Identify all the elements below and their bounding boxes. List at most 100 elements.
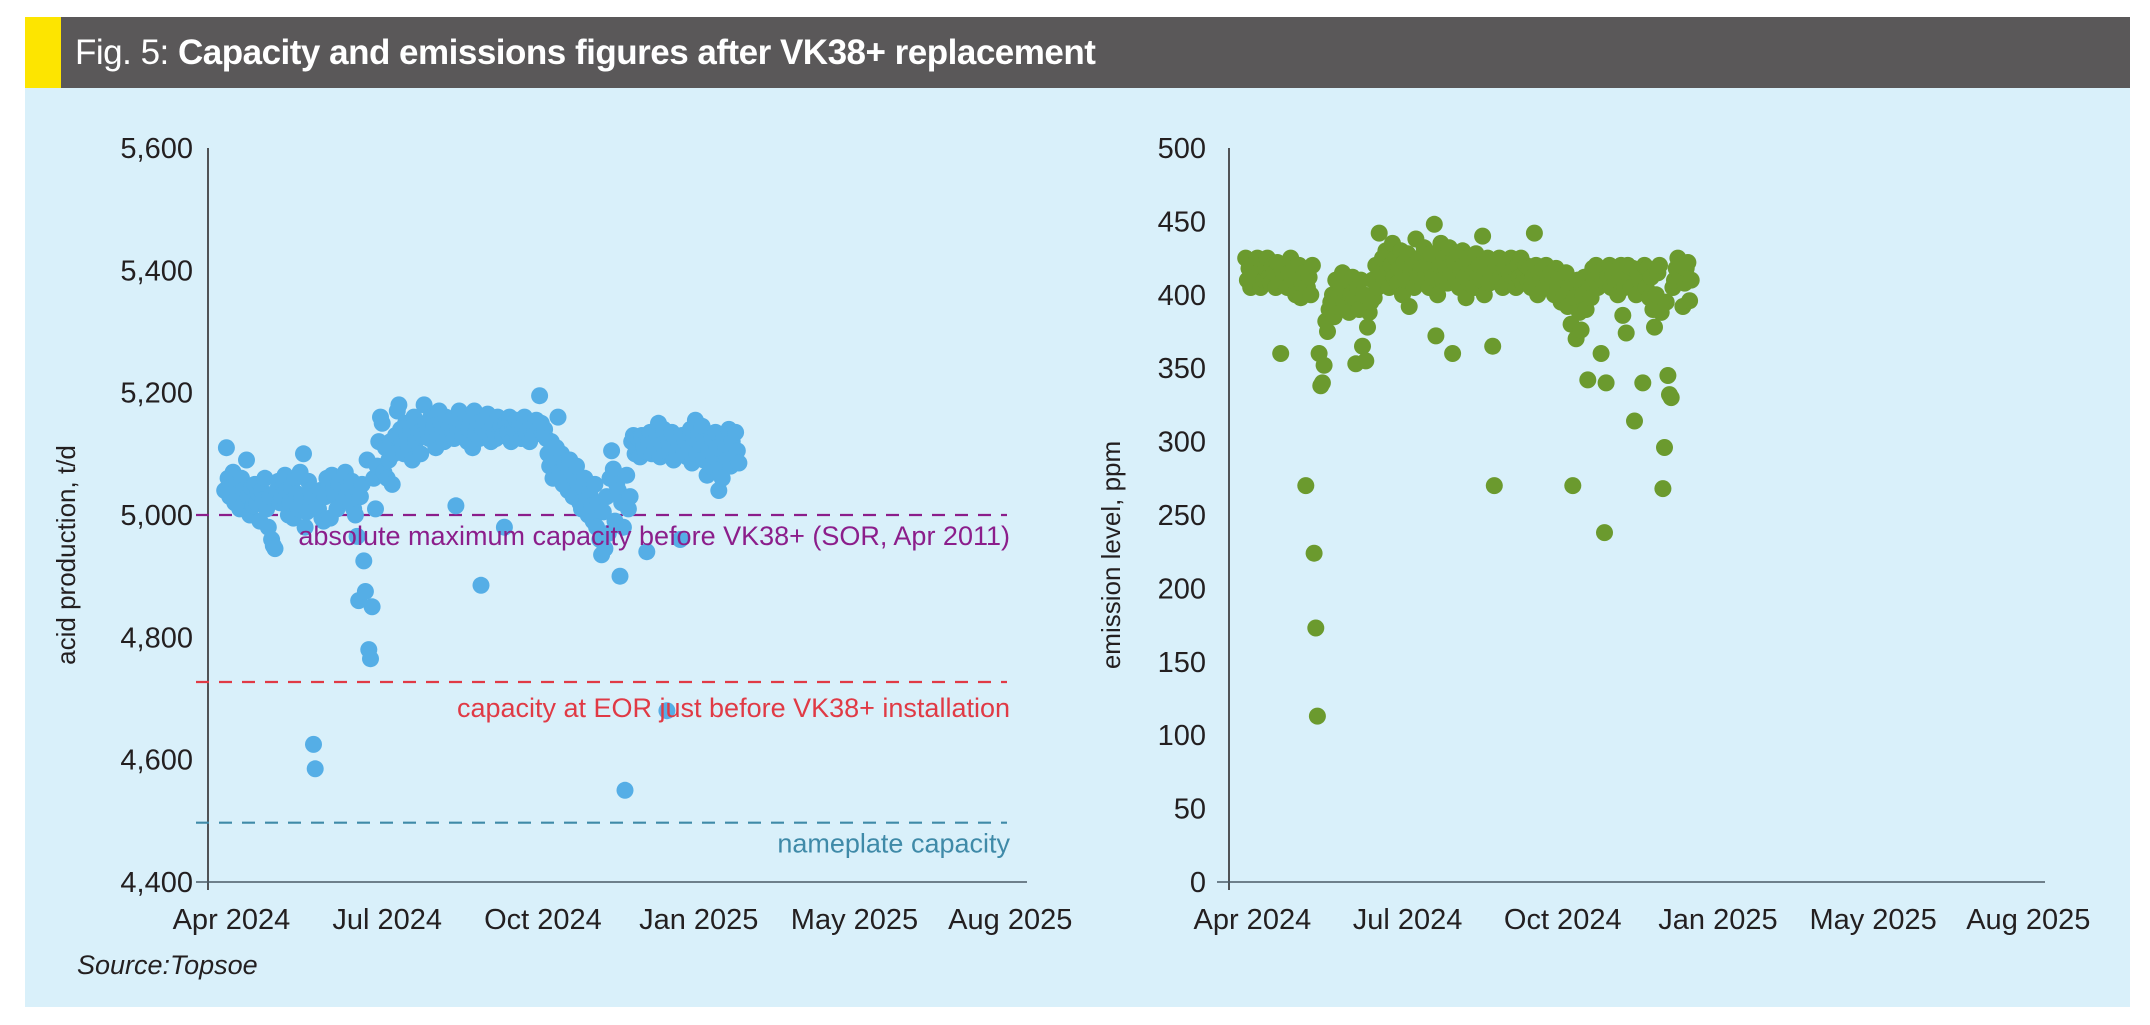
data-point <box>1626 412 1643 430</box>
data-point <box>730 454 748 472</box>
data-point <box>1662 389 1680 407</box>
chart-panel <box>25 88 2130 1007</box>
source-note: Source:Topsoe <box>77 950 258 980</box>
data-point <box>295 445 312 463</box>
y-tick-label: 200 <box>1158 573 1206 605</box>
y-tick-label: 0 <box>1190 867 1206 899</box>
data-point <box>693 417 711 435</box>
y-tick-label: 5,200 <box>120 378 193 410</box>
data-point <box>614 518 632 536</box>
data-point <box>1444 345 1462 362</box>
data-point <box>621 488 639 506</box>
emission-level-chart: 0 50 100 150 200 250 300 350 400 450 500 Apr 2024 Ju… <box>1096 133 2090 936</box>
data-points <box>1237 215 1700 725</box>
x-tick-label: Apr 2024 <box>1194 904 1312 936</box>
data-point <box>367 500 384 518</box>
data-point <box>671 531 689 548</box>
figure-title: Fig. 5: Capacity and emissions figures a… <box>75 17 1096 88</box>
data-point <box>348 527 366 545</box>
data-point <box>1427 327 1445 345</box>
reference-line-label: absolute maximum capacity before VK38+ (… <box>298 521 1010 551</box>
data-point <box>1656 439 1673 456</box>
data-point <box>217 439 235 457</box>
data-point <box>1572 321 1590 339</box>
data-point <box>1303 256 1321 274</box>
y-tick-label: 250 <box>1158 500 1206 532</box>
x-tick-label: Jan 2025 <box>1658 904 1777 936</box>
data-point <box>447 497 465 515</box>
acid-production-chart: 4,400 4,600 4,800 5,000 5,200 5,400 5,600 Apr 2… <box>51 133 1072 936</box>
data-point <box>1682 271 1700 289</box>
data-point <box>1313 374 1331 392</box>
data-point <box>1272 345 1290 362</box>
data-point <box>596 540 614 558</box>
header-accent-bar <box>25 17 61 88</box>
data-point <box>390 396 408 414</box>
data-point <box>1646 318 1663 336</box>
data-point <box>1657 293 1675 311</box>
data-point <box>1597 374 1615 392</box>
data-point <box>363 598 381 616</box>
x-tick-label: Oct 2024 <box>484 904 602 936</box>
data-point <box>362 650 379 668</box>
data-point <box>1592 345 1610 362</box>
y-tick-label: 4,800 <box>120 622 193 654</box>
data-point <box>1617 324 1635 342</box>
data-point <box>1425 215 1443 233</box>
figure-number: Fig. 5: <box>75 33 178 72</box>
y-tick-label: 400 <box>1158 280 1206 312</box>
data-point <box>1319 323 1336 340</box>
y-tick-label: 50 <box>1174 794 1206 826</box>
data-points <box>216 387 748 799</box>
data-point <box>1297 477 1315 495</box>
data-point <box>1359 318 1376 336</box>
data-point <box>531 387 549 405</box>
data-point <box>1308 707 1326 725</box>
y-tick-label: 4,400 <box>120 867 193 899</box>
data-point <box>238 451 255 469</box>
data-point <box>355 552 373 570</box>
data-point <box>713 469 731 487</box>
data-point <box>1614 306 1632 324</box>
data-point <box>373 414 391 432</box>
data-point <box>412 445 430 463</box>
x-tick-label: Oct 2024 <box>1504 904 1622 936</box>
data-point <box>1485 477 1503 495</box>
y-tick-label: 150 <box>1158 647 1206 679</box>
data-point <box>1679 254 1697 271</box>
data-point <box>1564 477 1582 495</box>
data-point <box>604 460 622 478</box>
data-point <box>638 543 656 561</box>
x-tick-label: May 2025 <box>1809 904 1936 936</box>
data-point <box>472 576 490 594</box>
data-point <box>1357 352 1375 370</box>
y-tick-label: 5,600 <box>120 133 193 165</box>
y-tick-label: 5,400 <box>120 255 193 287</box>
data-point <box>1596 524 1613 542</box>
x-tick-label: Aug 2025 <box>948 904 1072 936</box>
x-tick-label: Aug 2025 <box>1966 904 2090 936</box>
reference-line-label: capacity at EOR just before VK38+ instal… <box>457 693 1010 723</box>
data-point <box>1429 286 1447 304</box>
data-point <box>727 423 745 441</box>
x-tick-label: Jul 2024 <box>1353 904 1463 936</box>
data-point <box>549 408 567 426</box>
y-axis-title: emission level, ppm <box>1096 441 1126 669</box>
data-point <box>296 518 314 536</box>
x-tick-label: Jan 2025 <box>639 904 758 936</box>
reference-line-label: nameplate capacity <box>777 829 1010 859</box>
y-tick-label: 100 <box>1158 720 1206 752</box>
data-point <box>1579 371 1597 389</box>
y-tick-label: 5,000 <box>120 500 193 532</box>
data-point <box>603 442 621 460</box>
data-point <box>1659 367 1677 384</box>
data-point <box>1634 374 1652 392</box>
data-point <box>1307 619 1325 637</box>
data-point <box>346 506 364 524</box>
y-tick-label: 450 <box>1158 206 1206 238</box>
data-point <box>1305 544 1323 562</box>
data-point <box>594 503 612 521</box>
x-tick-label: May 2025 <box>791 904 918 936</box>
data-point <box>356 583 374 600</box>
